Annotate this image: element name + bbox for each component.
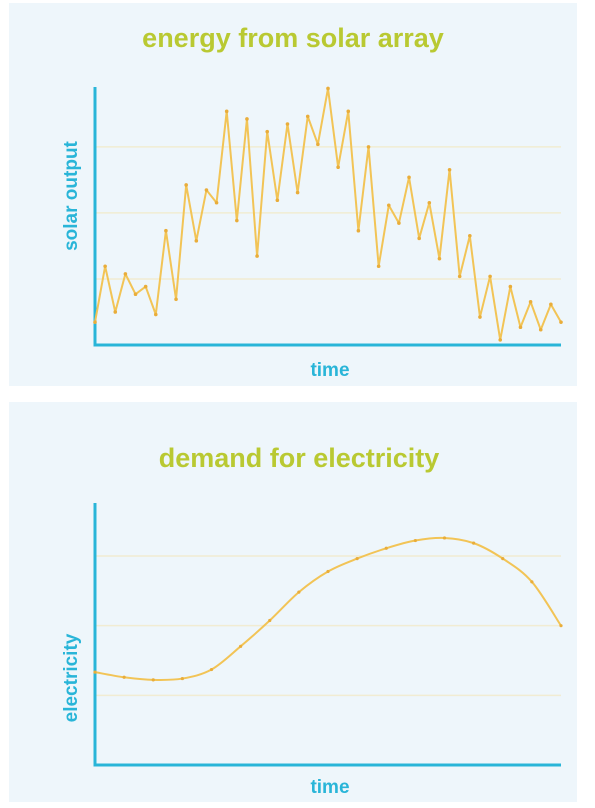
data-point-7 (297, 590, 301, 594)
data-point-3 (180, 676, 184, 681)
gridlines (95, 146, 561, 280)
data-point-7 (164, 228, 168, 233)
data-point-10 (384, 546, 388, 550)
data-point-23 (326, 86, 330, 91)
data-point-43 (528, 300, 533, 304)
data-point-16 (255, 254, 259, 258)
chart-title: demand for electricity (159, 443, 440, 473)
data-point-8 (326, 569, 330, 574)
data-point-1 (122, 675, 126, 679)
data-point-13 (472, 541, 476, 545)
data-point-35 (447, 167, 452, 172)
demand-chart-panel: demand for electricity time electricity (9, 402, 577, 802)
data-point-0 (93, 320, 97, 324)
solar-chart-panel: energy from solar array time solar outpu… (9, 3, 577, 386)
data-point-24 (336, 165, 340, 169)
x-axis-label: time (310, 777, 349, 798)
data-point-9 (355, 557, 359, 561)
data-point-1 (103, 264, 107, 269)
data-point-12 (214, 200, 219, 205)
data-point-3 (123, 272, 128, 276)
solar-chart: energy from solar array time solar outpu… (61, 23, 563, 381)
data-point-15 (530, 580, 534, 584)
data-point-5 (143, 284, 148, 289)
data-point-29 (386, 203, 391, 208)
gridlines (95, 555, 561, 697)
data-point-28 (376, 264, 381, 269)
data-point-27 (366, 145, 371, 149)
data-point-14 (501, 557, 505, 561)
data-point-22 (316, 142, 320, 147)
chart-title: energy from solar array (142, 23, 444, 53)
data-point-8 (174, 297, 178, 302)
data-point-31 (407, 175, 411, 180)
data-point-32 (417, 236, 421, 241)
data-point-17 (265, 129, 270, 134)
data-point-15 (245, 117, 249, 121)
data-point-19 (285, 122, 290, 126)
data-point-6 (268, 618, 272, 623)
data-point-4 (209, 667, 214, 672)
data-point-39 (488, 274, 492, 279)
data-point-12 (442, 536, 447, 540)
data-point-42 (518, 325, 523, 330)
data-point-16 (559, 624, 563, 628)
data-points (93, 86, 563, 342)
data-points (93, 536, 563, 682)
data-point-25 (346, 109, 351, 114)
data-point-30 (397, 221, 401, 225)
x-axis-label: time (310, 360, 349, 381)
y-axis-label: solar output (61, 140, 82, 250)
data-point-21 (305, 114, 310, 119)
data-point-11 (204, 188, 209, 192)
series-line-solar-output (94, 87, 562, 341)
demand-chart: demand for electricity time electricity (61, 443, 563, 798)
data-point-13 (224, 109, 229, 114)
data-point-9 (184, 183, 188, 187)
data-point-10 (194, 239, 199, 243)
data-point-20 (295, 190, 300, 195)
data-point-0 (93, 670, 97, 674)
data-point-6 (153, 312, 158, 317)
data-point-44 (538, 327, 543, 332)
data-point-33 (427, 200, 432, 205)
data-point-46 (559, 320, 563, 324)
data-point-2 (113, 310, 118, 314)
data-point-38 (478, 315, 482, 319)
data-point-26 (356, 228, 361, 233)
data-point-2 (151, 678, 155, 682)
data-point-11 (413, 538, 417, 543)
data-point-14 (235, 218, 239, 223)
y-axis-label: electricity (61, 633, 82, 722)
data-point-4 (133, 292, 138, 297)
data-point-5 (239, 644, 243, 648)
data-point-40 (498, 338, 503, 342)
series-line-electricity (94, 536, 562, 681)
data-point-34 (437, 256, 442, 261)
data-point-41 (508, 284, 513, 289)
data-point-18 (275, 198, 280, 203)
data-point-36 (457, 274, 462, 279)
data-point-45 (549, 302, 553, 307)
data-point-37 (468, 233, 472, 238)
